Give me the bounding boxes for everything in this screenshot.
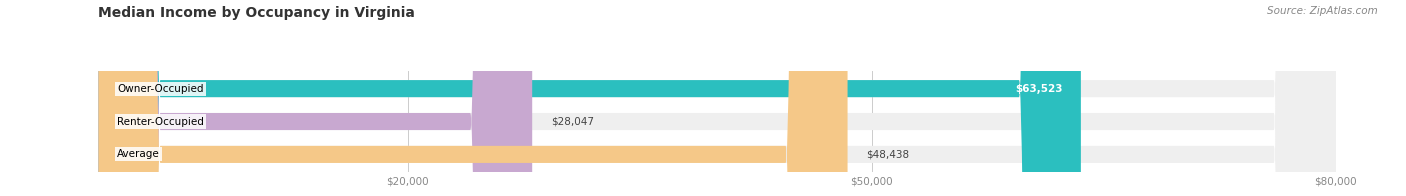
Text: $48,438: $48,438 [866, 149, 910, 159]
Text: Median Income by Occupancy in Virginia: Median Income by Occupancy in Virginia [98, 6, 415, 20]
Text: Average: Average [117, 149, 160, 159]
Text: Owner-Occupied: Owner-Occupied [117, 84, 204, 94]
Text: $63,523: $63,523 [1015, 84, 1063, 94]
FancyBboxPatch shape [98, 0, 1336, 196]
FancyBboxPatch shape [98, 0, 1081, 196]
FancyBboxPatch shape [98, 0, 1336, 196]
Text: $28,047: $28,047 [551, 116, 593, 127]
Text: Source: ZipAtlas.com: Source: ZipAtlas.com [1267, 6, 1378, 16]
FancyBboxPatch shape [98, 0, 1336, 196]
FancyBboxPatch shape [98, 0, 533, 196]
FancyBboxPatch shape [98, 0, 848, 196]
Text: Renter-Occupied: Renter-Occupied [117, 116, 204, 127]
